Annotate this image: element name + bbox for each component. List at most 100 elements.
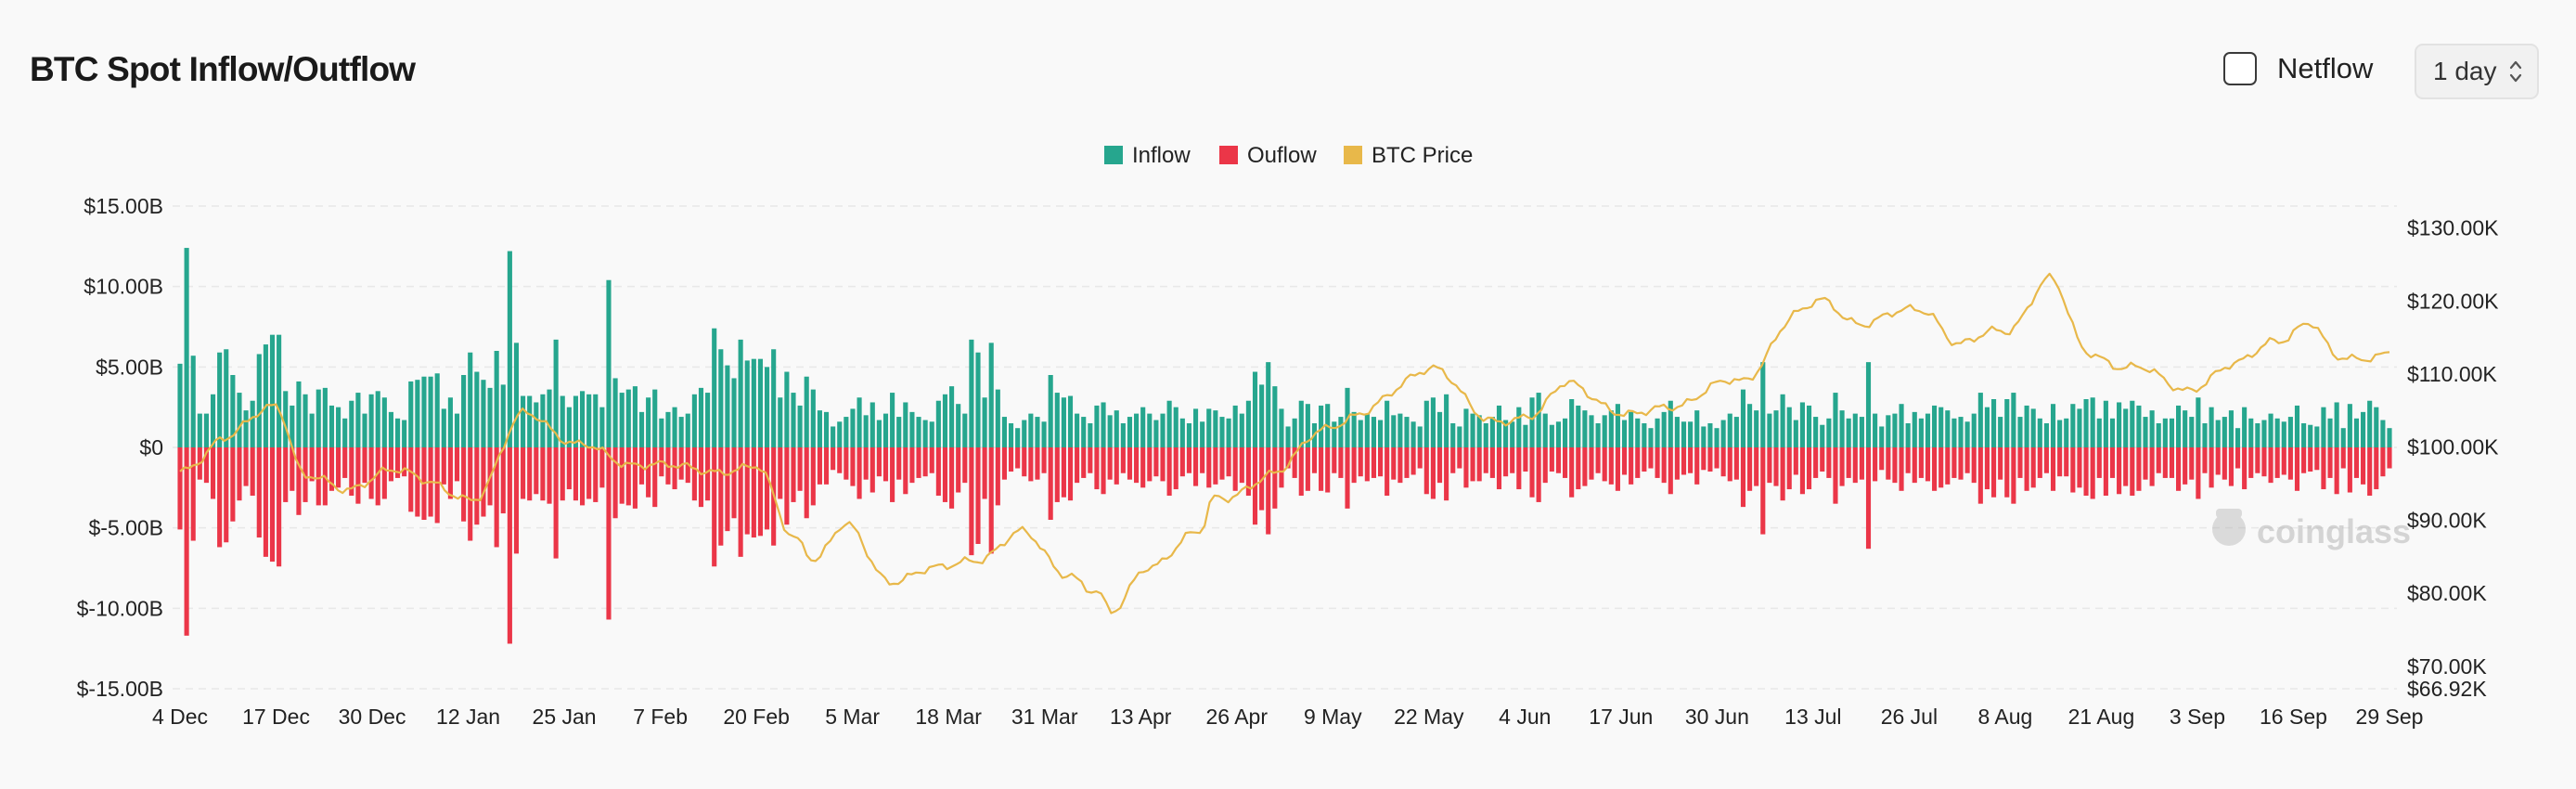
outflow-bar (2169, 447, 2175, 478)
inflow-bar (593, 394, 599, 447)
inflow-bar (876, 420, 882, 447)
outflow-bar (1826, 447, 1832, 478)
outflow-bar (309, 447, 315, 482)
outflow-bar (1589, 447, 1594, 480)
outflow-bar (2215, 447, 2221, 475)
inflow-bar (1140, 407, 1146, 447)
inflow-bar (652, 389, 658, 447)
legend-item-inflow[interactable]: Inflow (1104, 143, 1191, 168)
inflow-bar (1720, 420, 1726, 447)
legend-label: Inflow (1132, 143, 1191, 168)
outflow-bar (2183, 447, 2188, 485)
inflow-bar (224, 349, 229, 447)
inflow-bar (1569, 399, 1575, 447)
netflow-toggle[interactable]: Netflow (2223, 52, 2373, 85)
watermark-text: coinglass (2257, 512, 2411, 550)
inflow-bar (1846, 418, 1851, 447)
interval-select[interactable]: 1 day (2415, 44, 2539, 99)
inflow-bar (1852, 413, 1858, 447)
inflow-bar (2301, 423, 2307, 447)
outflow-bar (316, 447, 321, 506)
inflow-bar (705, 393, 711, 447)
legend-item-btc-price[interactable]: BTC Price (1344, 143, 1473, 168)
inflow-bar (599, 407, 605, 447)
x-tick-label: 18 Mar (915, 705, 982, 729)
inflow-bar (2314, 426, 2320, 447)
inflow-bar (949, 386, 955, 447)
outflow-bar (2189, 447, 2195, 480)
outflow-bar (982, 447, 987, 499)
outflow-bar (1140, 447, 1146, 488)
inflow-bar (1279, 408, 1284, 447)
outflow-bar (1041, 447, 1047, 473)
inflow-bar (995, 389, 1000, 447)
inflow-bar (500, 384, 506, 447)
inflow-bar (757, 358, 764, 447)
inflow-bar (2037, 418, 2042, 447)
outflow-bar (1899, 447, 1904, 491)
legend-item-ouflow[interactable]: Ouflow (1219, 143, 1317, 168)
inflow-bar (1984, 407, 1990, 447)
inflow-bar (1998, 417, 2003, 447)
inflow-bar (1088, 423, 1093, 447)
netflow-checkbox[interactable] (2223, 52, 2257, 85)
inflow-bar (2235, 428, 2241, 447)
outflow-bar (547, 447, 552, 504)
outflow-bar (1542, 447, 1548, 484)
outflow-bar (1984, 447, 1990, 490)
outflow-bar (1799, 447, 1805, 495)
inflow-bar (461, 375, 467, 447)
outflow-bar (1780, 447, 1785, 501)
outflow-bar (277, 447, 282, 567)
outflow-bar (481, 447, 486, 517)
outflow-bar (217, 447, 223, 548)
outflow-bar (1536, 447, 1541, 502)
outflow-bar (494, 447, 499, 548)
outflow-bar (942, 447, 948, 502)
y-right-tick-label: $100.00K (2407, 435, 2499, 459)
outflow-bar (336, 447, 341, 488)
inflow-bar (678, 417, 684, 447)
inflow-bar (1773, 410, 1779, 447)
inflow-bar (1760, 362, 1766, 447)
outflow-bar (434, 447, 440, 524)
inflow-bar (1865, 362, 1872, 447)
inflow-bar (1232, 405, 1238, 447)
y-left-tick-label: $-15.00B (77, 677, 163, 701)
x-tick-label: 26 Jul (1881, 705, 1938, 729)
outflow-bar (2255, 447, 2260, 473)
inflow-bar (177, 363, 183, 447)
inflow-bar (322, 387, 328, 447)
outflow-bar (1239, 447, 1244, 484)
outflow-bar (388, 447, 393, 482)
outflow-bar (1054, 447, 1060, 502)
inflow-bar (1423, 400, 1429, 447)
legend-swatch (1344, 146, 1362, 164)
inflow-bar (1173, 407, 1179, 447)
inflow-bar (1101, 402, 1106, 447)
outflow-bar (890, 447, 895, 502)
outflow-bar (1833, 447, 1838, 504)
outflow-bar (1977, 447, 1983, 504)
outflow-bar (1629, 447, 1634, 485)
legend-label: BTC Price (1372, 143, 1473, 168)
inflow-bar (1001, 417, 1007, 447)
inflow-bar (778, 397, 783, 447)
inflow-bar (1918, 418, 1924, 447)
outflow-bar (2083, 447, 2089, 496)
outflow-bar (1444, 447, 1449, 501)
inflow-bar (738, 339, 743, 447)
inflow-bar (2287, 417, 2293, 447)
legend-label: Ouflow (1247, 143, 1317, 168)
inflow-bar (521, 395, 526, 447)
outflow-bar (804, 447, 809, 519)
outflow-bar (2367, 447, 2373, 496)
inflow-bar (2308, 424, 2313, 447)
outflow-bar (521, 447, 526, 499)
outflow-bar (381, 447, 387, 499)
inflow-bar (454, 413, 460, 447)
outflow-bar (632, 447, 638, 509)
outflow-bar (566, 447, 572, 490)
inflow-bar (831, 426, 836, 447)
outflow-bar (1733, 447, 1739, 480)
